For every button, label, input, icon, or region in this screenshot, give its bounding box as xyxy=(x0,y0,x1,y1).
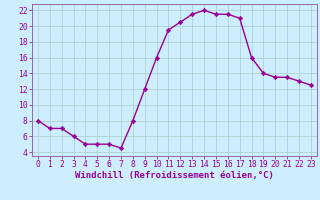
X-axis label: Windchill (Refroidissement éolien,°C): Windchill (Refroidissement éolien,°C) xyxy=(75,171,274,180)
